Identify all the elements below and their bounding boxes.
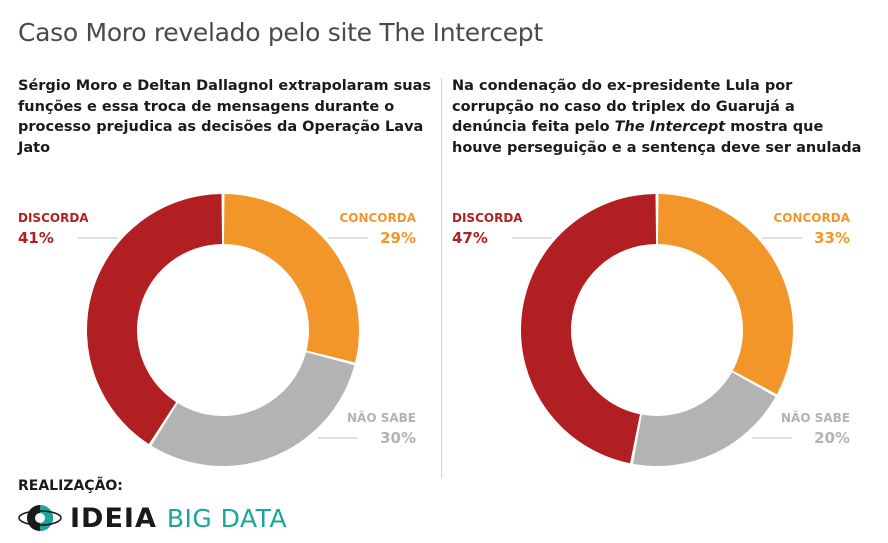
question-2-text-b: mostra que houve perseguição e a sentenç… <box>452 119 862 156</box>
label-concorda-name: CONCORDA <box>339 211 416 225</box>
panel-divider <box>441 78 442 478</box>
logo-ideia-text: IDEIA <box>70 502 157 534</box>
slice-nao-sabe <box>151 352 355 466</box>
donut-chart-2: CONCORDA 33% NÃO SABE 20% DISCORDA 47% <box>452 194 851 466</box>
chart-title: Caso Moro revelado pelo site The Interce… <box>18 18 543 47</box>
slice-discorda <box>520 194 657 464</box>
slice-nao-sabe <box>632 372 776 466</box>
label-nao-sabe-value: 20% <box>814 429 850 447</box>
label-concorda-value: 29% <box>380 229 416 247</box>
label-nao-sabe-name: NÃO SABE <box>781 410 850 425</box>
question-2: Na condenação do ex-presidente Lula por … <box>452 76 872 158</box>
chart-panel-2: Na condenação do ex-presidente Lula por … <box>452 76 872 476</box>
label-discorda-name: DISCORDA <box>452 211 523 225</box>
slice-concorda <box>657 194 793 395</box>
label-discorda-value: 41% <box>18 229 54 247</box>
chart-panel-1: Sérgio Moro e Deltan Dallagnol extrapola… <box>18 76 438 476</box>
slice-discorda <box>86 194 223 445</box>
question-1: Sérgio Moro e Deltan Dallagnol extrapola… <box>18 76 438 158</box>
logo-big-data-text: BIG DATA <box>166 503 288 533</box>
label-nao-sabe-value: 30% <box>380 429 416 447</box>
question-2-text-italic: The Intercept <box>614 119 726 135</box>
label-nao-sabe-name: NÃO SABE <box>347 410 416 425</box>
donut-chart-1: CONCORDA 29% NÃO SABE 30% DISCORDA 41% <box>18 194 417 466</box>
question-1-text: Sérgio Moro e Deltan Dallagnol extrapola… <box>18 78 431 156</box>
slice-concorda <box>223 194 359 363</box>
label-concorda-value: 33% <box>814 229 850 247</box>
footer-label: REALIZAÇÃO: <box>18 478 123 494</box>
label-discorda-value: 47% <box>452 229 488 247</box>
label-discorda-name: DISCORDA <box>18 211 89 225</box>
ideia-big-data-logo: IDEIA BIG DATA <box>18 500 287 536</box>
question-2-text-a: Na condenação do ex-presidente Lula por … <box>452 78 795 135</box>
ideia-logo-icon <box>18 505 62 531</box>
label-concorda-name: CONCORDA <box>773 211 850 225</box>
